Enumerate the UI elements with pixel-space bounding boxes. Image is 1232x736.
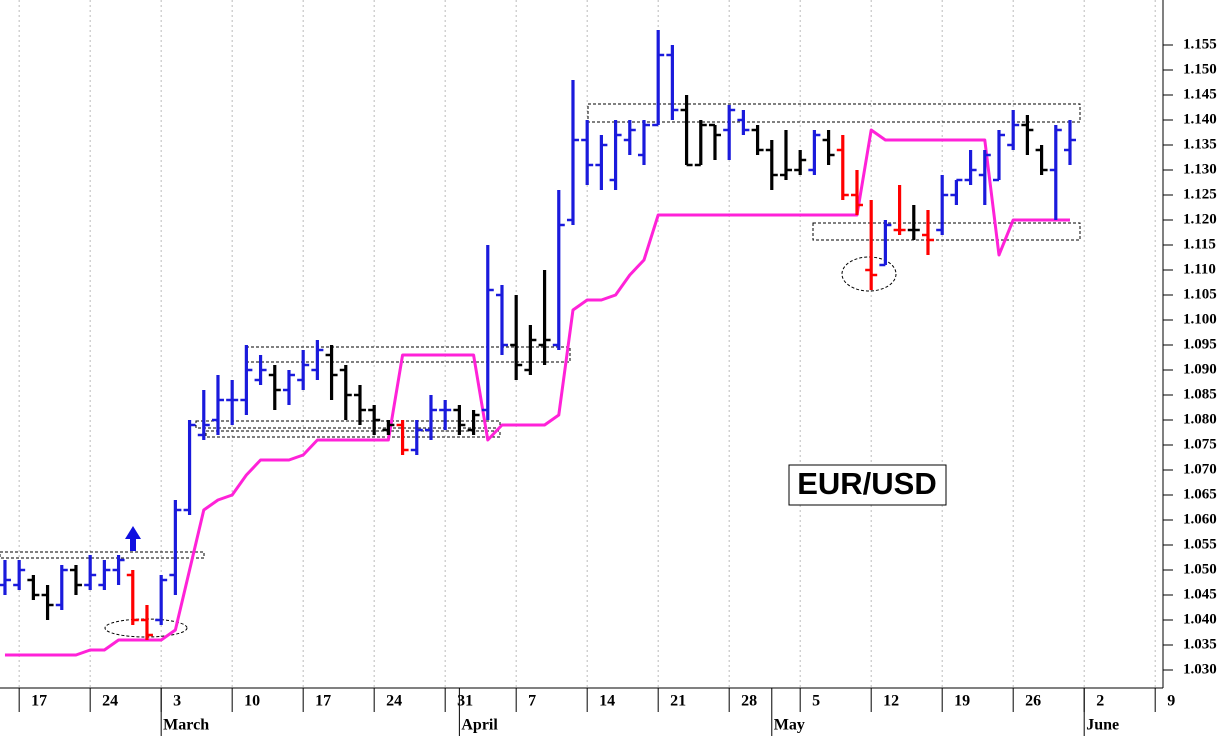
grid [18,0,1156,688]
range-box [205,430,501,438]
month-label: June [1086,717,1119,734]
x-tick-label: 17 [315,693,331,710]
range-box [812,222,1081,241]
y-tick-label: 1.135 [1183,136,1217,152]
y-tick-label: 1.130 [1183,161,1217,177]
y-tick-label: 1.105 [1183,286,1217,302]
month-label: May [774,717,805,734]
y-tick-label: 1.090 [1183,361,1217,377]
arrow [125,526,141,551]
x-tick-label: 2 [1096,693,1104,710]
x-tick-label: 9 [1167,693,1175,710]
annotations [0,103,1081,638]
y-tick-label: 1.110 [1183,261,1216,277]
x-tick-label: 14 [599,693,615,710]
range-box [587,103,1081,123]
up-arrow [125,526,141,551]
y-tick-label: 1.030 [1183,661,1217,677]
x-tick-label: 12 [883,693,899,710]
x-tick-label: 5 [812,693,820,710]
y-tick-label: 1.145 [1183,86,1217,102]
y-tick-label: 1.140 [1183,111,1217,127]
y-tick-label: 1.150 [1183,61,1217,77]
y-tick-label: 1.070 [1183,461,1217,477]
x-tick-label: 3 [173,693,181,710]
plot [0,30,1076,657]
y-tick-label: 1.080 [1183,411,1217,427]
y-tick-label: 1.085 [1183,386,1217,402]
y-tick-label: 1.100 [1183,311,1217,327]
range-box [195,420,501,429]
x-tick-label: 26 [1025,693,1041,710]
y-tick-label: 1.095 [1183,336,1217,352]
y-tick-label: 1.120 [1183,211,1217,227]
x-tick-label: 10 [244,693,260,710]
y-tick-label: 1.060 [1183,511,1217,527]
y-tick-label: 1.055 [1183,536,1217,552]
y-tick-label: 1.115 [1183,236,1216,252]
annotation-box [788,464,947,506]
x-tick-label: 24 [386,693,402,710]
y-tick-label: 1.075 [1183,436,1217,452]
x-tick-label: 21 [670,693,686,710]
x-tick-label: 28 [741,693,757,710]
month-label: April [461,717,498,734]
y-tick-label: 1.065 [1183,486,1217,502]
y-tick-label: 1.155 [1183,36,1217,52]
x-tick-label: 7 [528,693,536,710]
y-tick-label: 1.045 [1183,586,1217,602]
x-tick-label: 19 [954,693,970,710]
x-tick-label: 17 [31,693,47,710]
highlight-ellipse [841,256,897,292]
y-tick-label: 1.035 [1183,636,1217,652]
stop-line [4,128,1070,657]
month-label: March [163,717,209,734]
y-tick-label: 1.050 [1183,561,1217,577]
y-tick-label: 1.040 [1183,611,1217,627]
annotation: EUR/USD [797,466,937,501]
y-tick-label: 1.125 [1183,186,1217,202]
range-box [0,551,205,559]
x-tick-label: 31 [457,693,473,710]
x-tick-label: 24 [102,693,118,710]
highlight-ellipse [104,618,188,638]
